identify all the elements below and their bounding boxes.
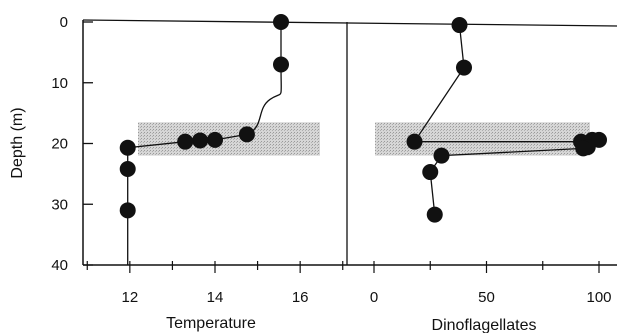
data-point: [119, 202, 136, 219]
data-point: [451, 17, 468, 34]
data-point: [456, 59, 472, 76]
x-tick-label: 50: [478, 289, 495, 306]
highlight-band-0: [138, 122, 320, 156]
data-point: [177, 133, 194, 150]
data-point: [422, 164, 439, 181]
x-tick-label: 12: [121, 289, 138, 306]
dinoflagellates-x-axis-title: Dinoflagellates: [432, 317, 537, 333]
temperature-x-axis-title: Temperature: [166, 315, 256, 332]
y-axis-ticks: 0 10 20 30 40: [51, 14, 93, 274]
x-tick-label: 16: [292, 289, 309, 306]
y-tick-label: 30: [51, 196, 68, 213]
temperature-x-ticks: 12 14 16: [86, 261, 344, 306]
data-point: [273, 14, 289, 30]
x-tick-label: 100: [586, 289, 611, 306]
data-point: [406, 133, 423, 150]
x-tick-label: 14: [207, 289, 224, 306]
dinoflagellates-x-ticks: 0 50 100: [370, 261, 612, 306]
data-point: [119, 139, 136, 156]
y-tick-label: 20: [51, 136, 68, 153]
data-point: [273, 56, 289, 73]
data-point: [238, 126, 255, 143]
data-point: [192, 132, 209, 149]
temperature-series: [119, 14, 289, 265]
data-point: [119, 161, 136, 178]
chart-top-border: [82, 19, 617, 27]
data-point: [426, 206, 443, 223]
series-line: [413, 24, 602, 215]
y-tick-label: 0: [60, 14, 68, 31]
data-point: [207, 131, 223, 148]
y-tick-label: 40: [51, 257, 68, 274]
y-axis-title: Depth (m): [9, 107, 26, 178]
data-point: [575, 140, 592, 157]
y-tick-label: 10: [51, 75, 68, 92]
x-tick-label: 0: [370, 289, 378, 306]
dinoflagellates-series: [406, 17, 607, 223]
data-point: [433, 147, 450, 164]
